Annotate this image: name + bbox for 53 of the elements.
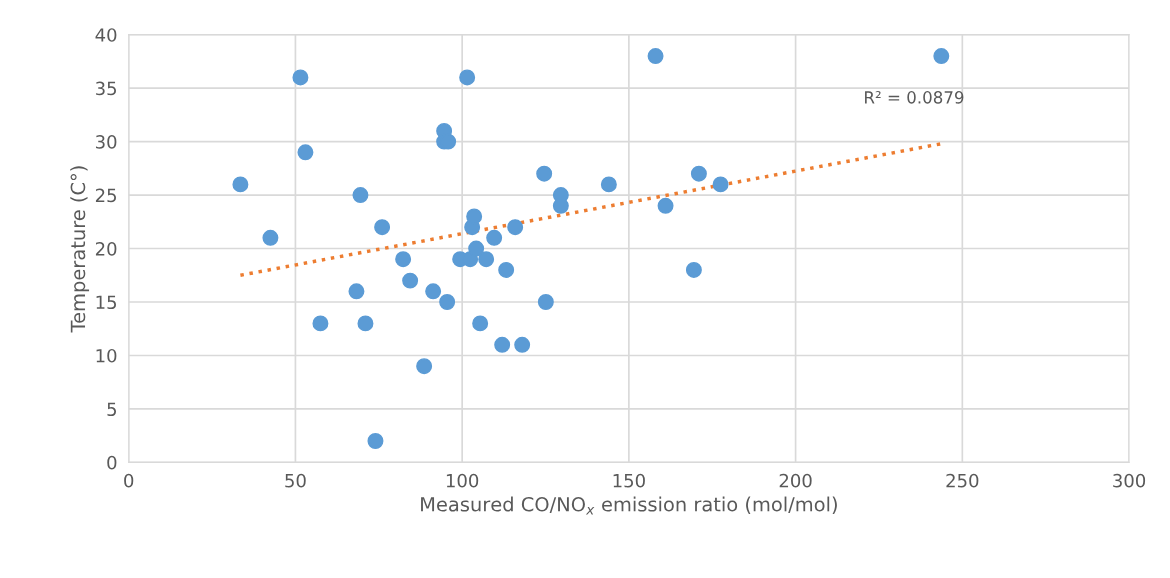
- point: [232, 176, 249, 193]
- x-tick-label: 300: [1113, 473, 1146, 488]
- point: [600, 176, 617, 193]
- point: [690, 165, 707, 182]
- x-tick-label: 100: [446, 473, 479, 488]
- point: [297, 144, 314, 161]
- point: [357, 315, 374, 332]
- x-axis-title: Measured CO/NO$_{x}$ emission ratio (mol/mol): [421, 496, 837, 515]
- y-tick-label: 5: [107, 402, 117, 417]
- point: [292, 69, 309, 86]
- x-tick-label: 250: [946, 473, 979, 488]
- point: [352, 187, 369, 204]
- point: [536, 165, 553, 182]
- point: [472, 315, 489, 332]
- y-tick-label: 30: [95, 135, 117, 149]
- point: [685, 261, 702, 278]
- annotation: R² = 0.0879: [865, 91, 964, 104]
- point: [478, 251, 495, 268]
- point: [402, 272, 419, 289]
- point: [647, 48, 664, 65]
- point: [367, 433, 384, 449]
- point: [348, 283, 365, 300]
- point: [537, 294, 554, 310]
- point: [262, 229, 279, 246]
- point: [507, 219, 524, 236]
- point: [486, 229, 503, 246]
- point: [466, 208, 483, 225]
- point: [494, 336, 511, 353]
- point: [712, 176, 729, 193]
- point: [374, 219, 391, 236]
- point: [468, 240, 485, 257]
- point: [312, 315, 329, 332]
- y-axis-title: Temperature (C°): [70, 166, 90, 333]
- point: [498, 261, 515, 278]
- y-tick-label: 20: [95, 242, 117, 256]
- point: [439, 294, 456, 310]
- x-tick-label: 50: [285, 473, 306, 488]
- point: [416, 358, 433, 375]
- point: [514, 336, 531, 353]
- x-tick-label: 0: [124, 473, 134, 488]
- x-tick-label: 200: [779, 473, 812, 488]
- y-tick-label: 0: [107, 455, 117, 470]
- x-tick-label: 150: [613, 473, 645, 488]
- y-tick-label: 25: [95, 188, 117, 203]
- point: [933, 48, 950, 65]
- point: [459, 69, 476, 86]
- point: [395, 251, 412, 268]
- y-tick-label: 35: [95, 81, 117, 96]
- y-tick-label: 15: [96, 295, 117, 310]
- y-tick-label: 40: [95, 28, 117, 42]
- y-tick-label: 10: [96, 348, 117, 363]
- point: [657, 197, 674, 214]
- point: [425, 283, 442, 300]
